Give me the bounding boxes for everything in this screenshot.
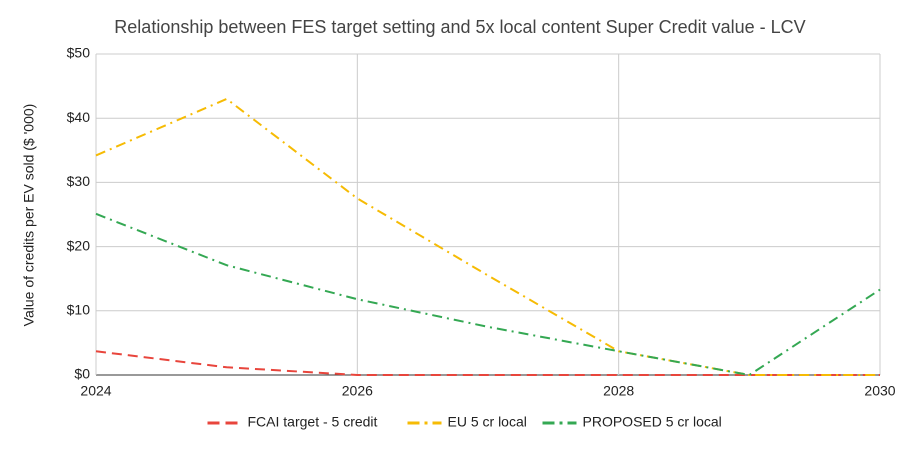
series-line xyxy=(95,350,880,376)
x-tick-label: 2026 xyxy=(342,383,373,399)
y-tick-label: $0 xyxy=(74,366,90,382)
legend-label: FCAI target - 5 credit xyxy=(248,414,378,430)
y-tick-label: $40 xyxy=(67,109,91,125)
x-tick-label: 2024 xyxy=(80,383,111,399)
y-tick-label: $30 xyxy=(67,173,91,189)
y-axis-label: Value of credits per EV sold ($ '000) xyxy=(21,104,37,327)
x-tick-label: 2028 xyxy=(603,383,634,399)
y-tick-label: $20 xyxy=(67,237,91,253)
x-tick-label: 2030 xyxy=(864,383,895,399)
chart-title: Relationship between FES target setting … xyxy=(114,17,805,37)
y-tick-label: $50 xyxy=(67,45,91,61)
y-tick-label: $10 xyxy=(67,302,91,318)
series-line xyxy=(95,212,881,377)
legend-label: EU 5 cr local xyxy=(448,414,527,430)
series-line xyxy=(95,97,880,376)
legend-label: PROPOSED 5 cr local xyxy=(583,414,722,430)
